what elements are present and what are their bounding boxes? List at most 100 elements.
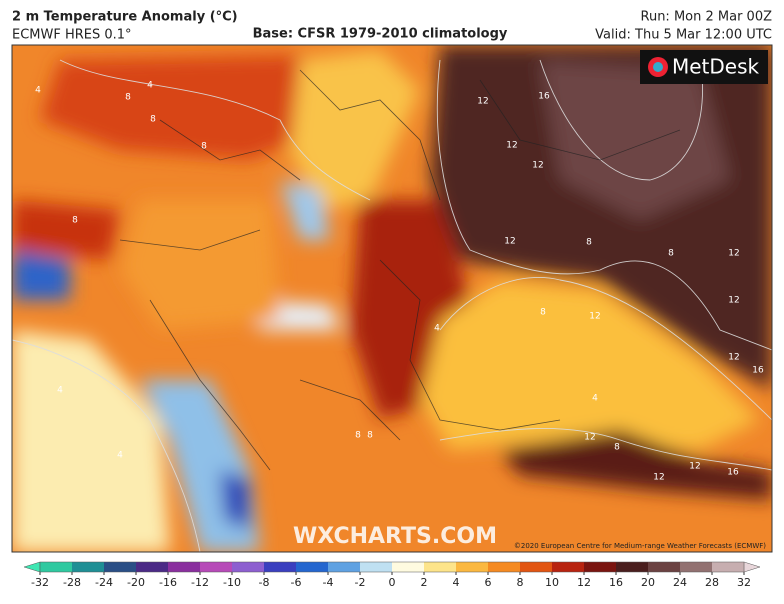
model: ECMWF HRES 0.1°: [12, 28, 132, 43]
contour-label: 16: [538, 92, 550, 102]
contour-label: 12: [728, 296, 739, 306]
contour-label: 8: [355, 431, 361, 441]
field-cold: [12, 250, 70, 300]
contour-line: [12, 339, 201, 552]
colorbar-tick-label: -28: [63, 576, 81, 589]
field-cool: [12, 330, 170, 552]
valid: Valid: Thu 5 Mar 12:00 UTC: [595, 28, 772, 43]
colorbar-segment: [616, 562, 649, 572]
colorbar-tick-label: -2: [355, 576, 366, 589]
contour-label: 12: [584, 433, 595, 443]
field-hot: [540, 60, 730, 220]
contour-label: 12: [653, 473, 664, 483]
title: 2 m Temperature Anomaly (°C): [12, 10, 238, 25]
colorbar: -32 -28 -24 -20 -16 -12 -10 -8 -6 -4 -2 0 2 4 6 8 10 12 16…: [23, 561, 761, 589]
contour-label: 4: [117, 451, 123, 461]
colorbar-tick-label: 32: [737, 576, 751, 589]
map-frame: [11, 44, 773, 553]
contour-label: 16: [727, 468, 739, 478]
field-warm: [40, 55, 320, 160]
colorbar-tick-label: -24: [95, 576, 113, 589]
contour-label: 4: [35, 86, 41, 96]
contour-label: 8: [367, 431, 373, 441]
colorbar-tick-label: -32: [31, 576, 49, 589]
colorbar-segment: [264, 562, 297, 572]
colorbar-segment: [392, 562, 425, 572]
field-cold: [220, 470, 250, 530]
colorbar-tick-label: 2: [421, 576, 428, 589]
contour-label: 4: [57, 386, 63, 396]
contour-label: 8: [540, 308, 546, 318]
colorbar-segment: [104, 562, 137, 572]
watermark: WXCHARTS.COM: [293, 524, 497, 549]
colorbar-segment: [712, 562, 745, 572]
contour-label: 4: [434, 324, 440, 334]
colorbar-extend-high: [743, 561, 761, 573]
copyright: ©2020 European Centre for Medium-range W…: [514, 542, 766, 550]
colorbar-tick-label: 24: [673, 576, 687, 589]
contour-label: 12: [689, 462, 700, 472]
field-warm: [120, 200, 280, 330]
contour-line: [539, 59, 703, 181]
colorbar-segment: [136, 562, 169, 572]
colorbar-tick-label: -16: [159, 576, 177, 589]
colorbar-tick-label: 12: [577, 576, 591, 589]
contour-label: 4: [592, 394, 598, 404]
field-mild: [290, 50, 420, 210]
colorbar-tick-label: 8: [517, 576, 524, 589]
field-warm: [12, 200, 120, 260]
colorbar-segment: [424, 562, 457, 572]
contour-label: 8: [586, 238, 592, 248]
colorbar-tick-label: -4: [323, 576, 334, 589]
colorbar-tick-label: 20: [641, 576, 655, 589]
contour-label: 12: [504, 237, 515, 247]
contour-label: 8: [125, 93, 131, 103]
field-hot: [500, 430, 772, 500]
logo: MetDesk: [672, 55, 760, 79]
colorbar-tick-label: 0: [389, 576, 396, 589]
colorbar-extend-low: [23, 561, 41, 573]
contour-label: 8: [150, 115, 156, 125]
field-cool: [280, 180, 330, 240]
contour-label: 16: [752, 366, 764, 376]
borders: [119, 69, 681, 471]
colorbar-segment: [200, 562, 233, 572]
anomaly-field: [12, 45, 772, 552]
contour-label: 8: [201, 142, 207, 152]
contour-label: 12: [728, 249, 739, 259]
run: Run: Mon 2 Mar 00Z: [641, 10, 773, 25]
base: Base: CFSR 1979-2010 climatology: [253, 27, 508, 42]
colorbar-tick-label: -10: [223, 576, 241, 589]
colorbar-tick-label: -12: [191, 576, 209, 589]
colorbar-tick-label: 10: [545, 576, 559, 589]
colorbar-segment: [296, 562, 329, 572]
contour-label: 8: [72, 216, 78, 226]
colorbar-tick-label: 16: [609, 576, 623, 589]
colorbar-segment: [72, 562, 105, 572]
logo-mark: [653, 62, 663, 72]
colorbar-segment: [552, 562, 585, 572]
colorbar-segment: [40, 562, 73, 572]
colorbar-segment: [168, 562, 201, 572]
colorbar-tick-label: 4: [453, 576, 460, 589]
contour-label: 12: [589, 312, 600, 322]
contour-line: [439, 428, 772, 471]
contour-line: [59, 59, 371, 201]
contour-label: 4: [147, 81, 153, 91]
map: MetDesk WXCHARTS.COM ©2020 European Cent…: [12, 45, 772, 552]
colorbar-segment: [584, 562, 617, 572]
colorbar-tick-label: -6: [291, 576, 302, 589]
contour-label: 8: [614, 443, 620, 453]
colorbar-tick-label: 28: [705, 576, 719, 589]
colorbar-segment: [328, 562, 361, 572]
contour-line: [436, 59, 772, 351]
colorbar-segment: [456, 562, 489, 572]
colorbar-segment: [360, 562, 393, 572]
contour-line: [439, 277, 772, 421]
contour-label: 12: [506, 141, 517, 151]
contours: [12, 59, 772, 552]
colorbar-segment: [680, 562, 713, 572]
colorbar-segment: [488, 562, 521, 572]
